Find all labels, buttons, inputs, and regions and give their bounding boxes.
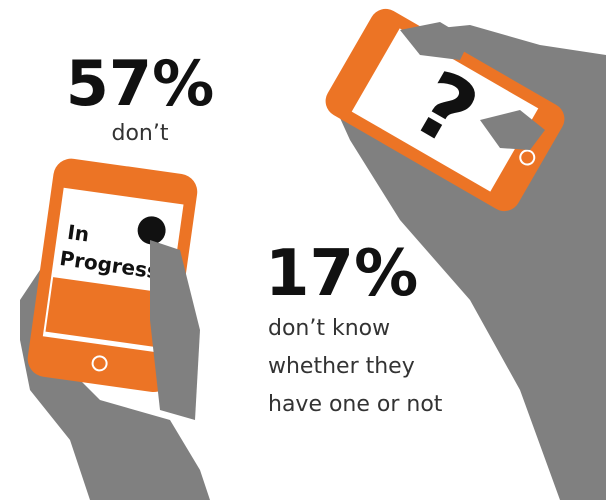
pie-icon [137,216,166,245]
stat-caption: don’t know [268,316,390,341]
stat-caption: don’t [112,121,169,146]
stat-figure: 57% [66,47,214,120]
stat-figure: 17% [265,237,418,311]
stat-caption: whether they [268,354,415,379]
right-fingers [400,22,470,60]
left-hand [20,270,210,500]
keyboard [45,277,171,348]
screen-text: In [66,220,91,247]
right-thumb [480,110,545,150]
right-phone: ? [325,8,565,212]
phone-screen [351,28,539,192]
left-thumb [150,240,200,420]
power-button [91,355,108,372]
power-button [519,149,536,166]
stat-caption: have one or not [268,392,443,417]
